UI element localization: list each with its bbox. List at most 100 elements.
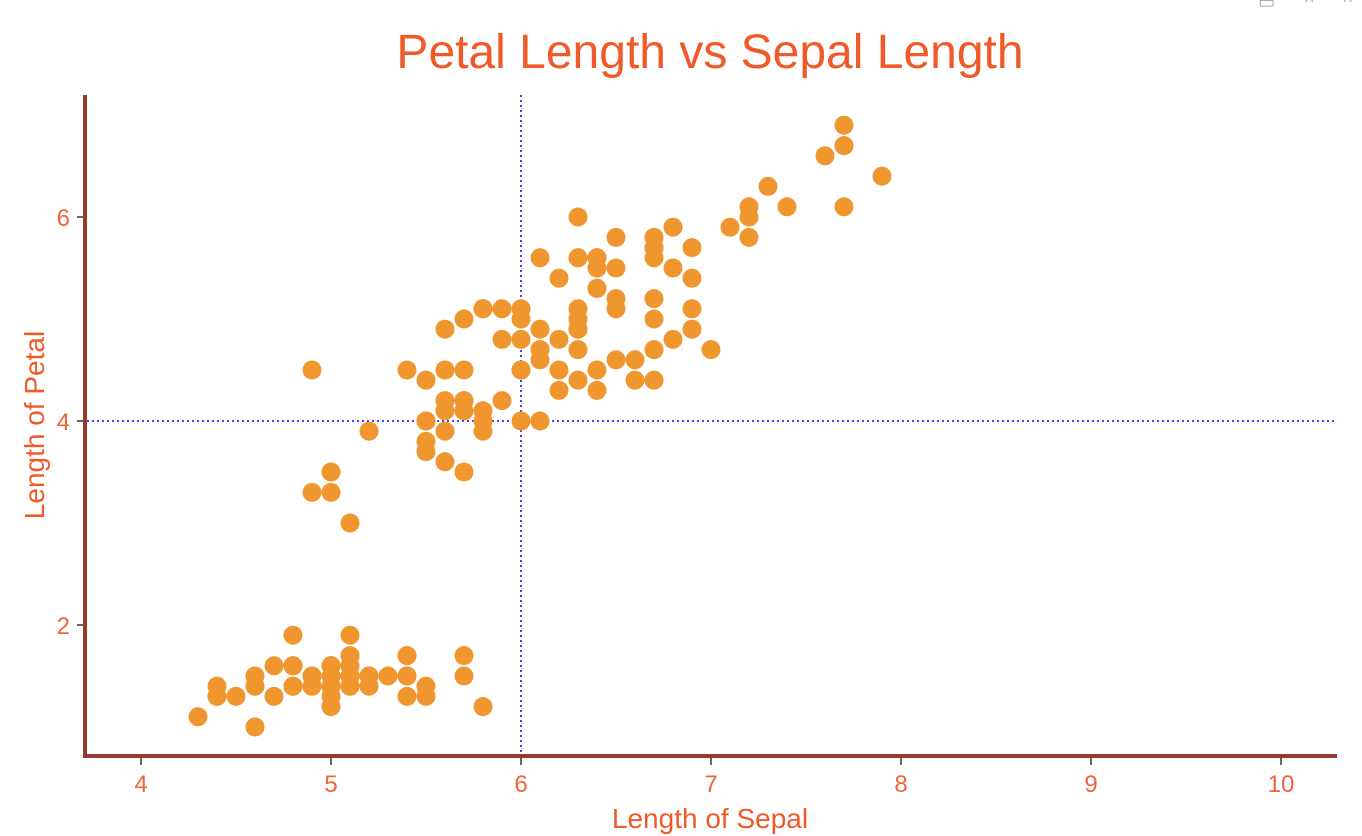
data-point xyxy=(340,625,360,645)
data-point xyxy=(663,217,683,237)
data-point xyxy=(530,350,550,370)
data-point xyxy=(397,360,417,380)
data-point xyxy=(568,309,588,329)
data-point xyxy=(359,666,379,686)
data-point xyxy=(549,268,569,288)
x-tick-label: 9 xyxy=(1084,771,1097,798)
data-point xyxy=(454,666,474,686)
data-point xyxy=(302,360,322,380)
data-point xyxy=(302,676,322,696)
data-point xyxy=(492,299,512,319)
data-point xyxy=(264,656,284,676)
x-tick-label: 8 xyxy=(894,771,907,798)
data-point xyxy=(682,238,702,258)
chart-title: Petal Length vs Sepal Length xyxy=(396,26,1023,79)
data-point xyxy=(378,666,398,686)
data-point xyxy=(701,340,721,360)
data-point xyxy=(739,227,759,247)
data-point xyxy=(606,350,626,370)
data-point xyxy=(568,340,588,360)
data-point xyxy=(454,401,474,421)
data-point xyxy=(606,227,626,247)
data-point xyxy=(606,289,626,309)
data-point xyxy=(264,686,284,706)
y-axis-label: Length of Petal xyxy=(19,331,50,519)
export-icon[interactable]: ▭ xyxy=(1258,0,1276,12)
data-point xyxy=(188,707,208,727)
data-point xyxy=(530,319,550,339)
data-point xyxy=(568,248,588,268)
data-point xyxy=(587,258,607,278)
data-point xyxy=(549,380,569,400)
data-point xyxy=(245,717,265,737)
data-point xyxy=(834,197,854,217)
data-point xyxy=(397,646,417,666)
data-point xyxy=(568,207,588,227)
data-point xyxy=(682,319,702,339)
data-point xyxy=(739,207,759,227)
data-point xyxy=(568,370,588,390)
data-point xyxy=(435,319,455,339)
data-point xyxy=(834,136,854,156)
data-point xyxy=(530,248,550,268)
data-point xyxy=(397,686,417,706)
data-point xyxy=(473,697,493,717)
data-point xyxy=(397,666,417,686)
data-point xyxy=(758,176,778,196)
data-point xyxy=(644,238,664,258)
data-point xyxy=(511,360,531,380)
data-point xyxy=(359,421,379,441)
data-point xyxy=(834,115,854,135)
data-point xyxy=(321,462,341,482)
data-point xyxy=(473,299,493,319)
x-tick-label: 4 xyxy=(134,771,147,798)
data-point xyxy=(663,258,683,278)
data-point xyxy=(435,360,455,380)
data-point xyxy=(492,329,512,349)
x-tick-label: 10 xyxy=(1268,771,1295,798)
data-point xyxy=(416,442,436,462)
data-point xyxy=(416,370,436,390)
y-tick-label: 4 xyxy=(57,409,70,436)
data-point xyxy=(283,676,303,696)
data-point xyxy=(644,370,664,390)
collapse-icon[interactable]: ^ xyxy=(1305,0,1314,12)
data-point xyxy=(321,656,341,676)
data-point xyxy=(454,360,474,380)
data-point xyxy=(606,258,626,278)
data-point xyxy=(492,391,512,411)
data-point xyxy=(302,482,322,502)
data-point xyxy=(416,411,436,431)
data-point xyxy=(416,686,436,706)
x-tick-label: 7 xyxy=(704,771,717,798)
data-point xyxy=(682,299,702,319)
data-point xyxy=(454,462,474,482)
data-point xyxy=(777,197,797,217)
data-point xyxy=(321,676,341,696)
data-point xyxy=(454,646,474,666)
data-point xyxy=(340,513,360,533)
data-point xyxy=(625,350,645,370)
data-point xyxy=(587,380,607,400)
data-point xyxy=(207,686,227,706)
data-point xyxy=(473,411,493,431)
data-point xyxy=(283,656,303,676)
data-point xyxy=(245,676,265,696)
x-tick-label: 5 xyxy=(324,771,337,798)
data-point xyxy=(321,482,341,502)
data-point xyxy=(283,625,303,645)
x-tick-label: 6 xyxy=(514,771,527,798)
collapse-icon[interactable]: ^ xyxy=(1343,0,1352,12)
data-point xyxy=(340,656,360,676)
data-point xyxy=(872,166,892,186)
data-point xyxy=(644,340,664,360)
data-point xyxy=(511,329,531,349)
data-point xyxy=(435,452,455,472)
data-point xyxy=(226,686,246,706)
x-axis-label: Length of Sepal xyxy=(612,803,808,834)
data-point xyxy=(530,411,550,431)
window-controls: ▭ ^ ^ xyxy=(1258,0,1352,13)
data-point xyxy=(644,309,664,329)
data-point xyxy=(435,421,455,441)
